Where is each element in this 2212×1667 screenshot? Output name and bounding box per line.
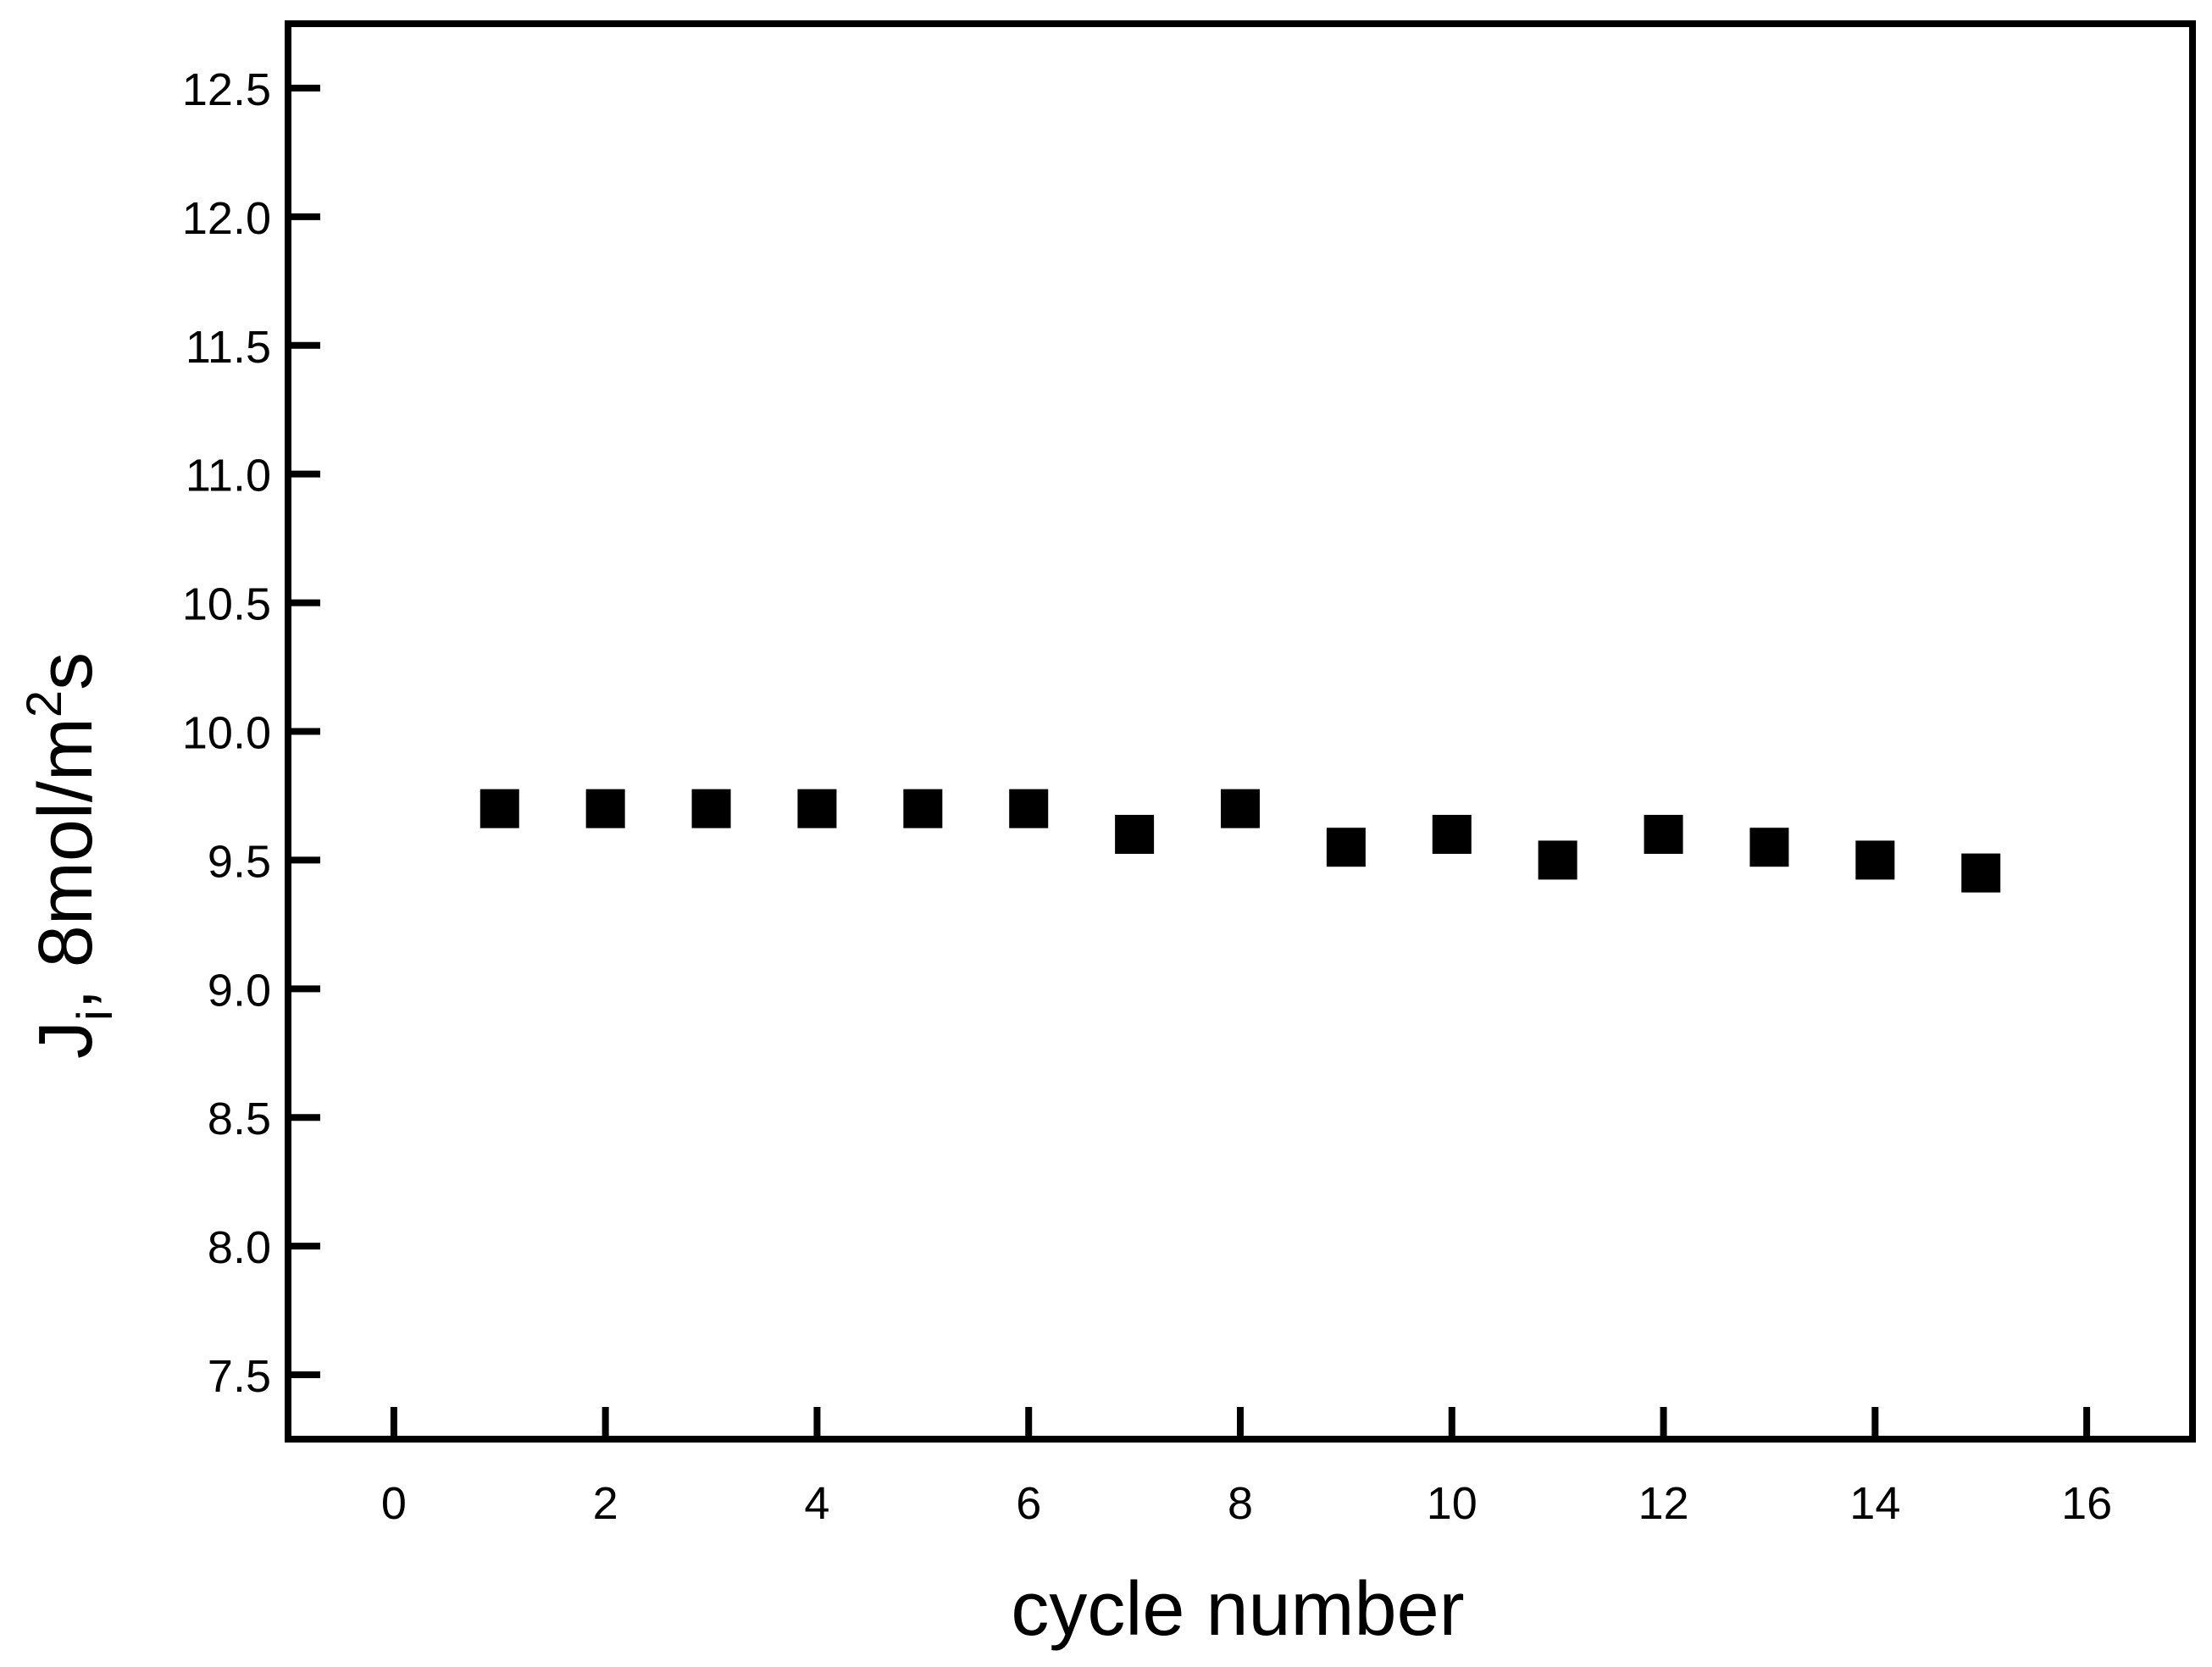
y-tick-label: 9.5 — [208, 836, 271, 887]
data-points-layer — [480, 789, 2001, 893]
x-tick-label: 8 — [1228, 1478, 1253, 1529]
data-point-marker — [1009, 789, 1049, 828]
y-tick-label: 9.0 — [208, 965, 271, 1016]
tick-layer: 0 2 4 6 8 10 12 14 16 7.5 8.0 8.5 9.0 9.5 10.0 10.5 11.0… — [182, 64, 2112, 1529]
x-tick-label: 2 — [593, 1478, 618, 1529]
y-axis-title: Ji, 8mol/m2s — [17, 652, 123, 1059]
y-tick-label: 7.5 — [208, 1351, 271, 1402]
x-tick-label: 10 — [1427, 1478, 1477, 1529]
y-axis-title-subscript: i — [68, 1010, 123, 1021]
y-tick-label: 11.5 — [186, 322, 271, 373]
y-axis-title-middle: , 8mol/m — [24, 717, 108, 1010]
x-tick-label: 12 — [1638, 1478, 1689, 1529]
data-point-marker — [1855, 840, 1895, 880]
y-tick-label: 8.5 — [208, 1094, 271, 1144]
y-tick-label: 8.0 — [208, 1222, 271, 1273]
x-tick-label: 16 — [2061, 1478, 2112, 1529]
data-point-marker — [691, 789, 731, 828]
data-point-marker — [1432, 815, 1472, 855]
x-axis-title: cycle number — [1011, 1567, 1464, 1652]
y-axis-title-text: Ji, 8mol/m2s — [17, 652, 123, 1059]
data-point-marker — [480, 789, 519, 828]
y-tick-label: 12.0 — [182, 193, 271, 244]
x-tick-label: 4 — [804, 1478, 829, 1529]
data-point-marker — [1221, 789, 1260, 828]
y-axis-title-base: J — [24, 1021, 108, 1059]
x-tick-label: 14 — [1849, 1478, 1900, 1529]
data-point-marker — [1326, 828, 1366, 867]
data-point-marker — [1538, 840, 1577, 880]
x-tick-label: 0 — [381, 1478, 407, 1529]
y-axis-title-end: s — [24, 652, 108, 690]
plot-frame — [285, 20, 2196, 1443]
data-point-marker — [903, 789, 943, 828]
x-tick-label: 6 — [1016, 1478, 1041, 1529]
y-tick-label: 11.0 — [186, 451, 271, 501]
data-point-marker — [797, 789, 837, 828]
y-axis-title-superscript: 2 — [17, 690, 72, 717]
data-point-marker — [1961, 853, 2001, 893]
data-point-marker — [585, 789, 625, 828]
data-point-marker — [1115, 815, 1155, 855]
data-point-marker — [1749, 828, 1789, 867]
data-point-marker — [1644, 815, 1683, 855]
y-tick-label: 12.5 — [182, 64, 271, 115]
y-tick-label: 10.0 — [182, 708, 271, 759]
y-tick-label: 10.5 — [182, 579, 271, 630]
